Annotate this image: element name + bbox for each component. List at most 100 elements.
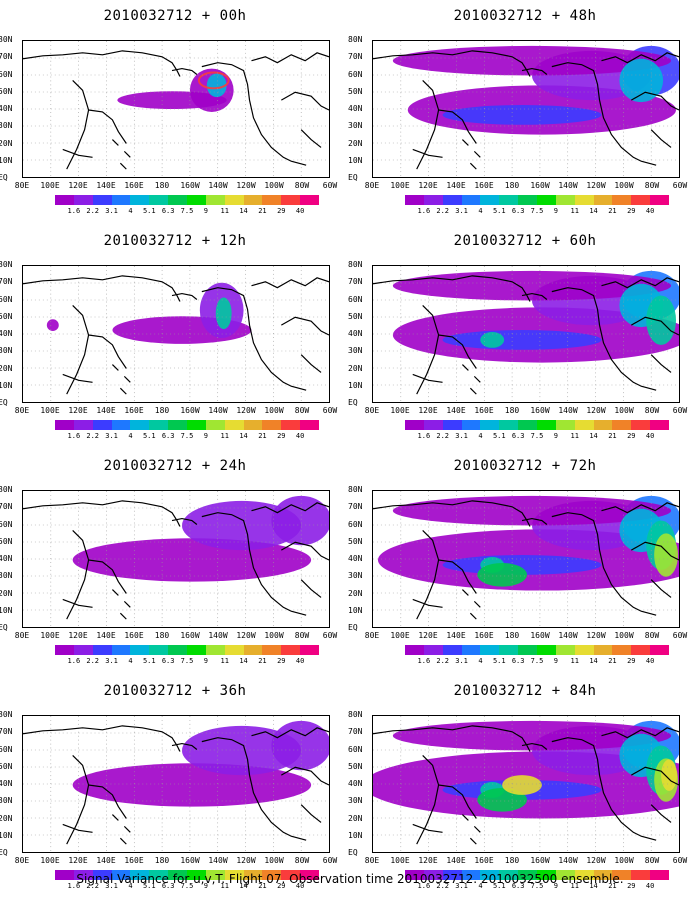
color-bar-label: 9 [203, 657, 208, 665]
variance-contour [215, 297, 232, 330]
color-bar-label: 40 [295, 882, 305, 890]
coastline [62, 598, 93, 608]
variance-contour [646, 295, 677, 345]
variance-map [22, 265, 330, 403]
longitude-label: 80E [14, 406, 30, 415]
longitude-label: 120W [236, 181, 256, 190]
latitude-label: 50N [348, 536, 363, 546]
coastline [281, 316, 329, 336]
color-bar-swatch [243, 645, 263, 655]
coastline [88, 559, 127, 594]
color-bar-label: 4 [478, 657, 483, 665]
color-bar-label: 1.6 [417, 882, 431, 890]
color-bar-swatch [205, 195, 225, 205]
coastline [416, 80, 440, 170]
color-bar-swatch [187, 420, 206, 430]
color-bar-label: 9 [553, 432, 558, 440]
coastline [412, 598, 443, 608]
color-bar-swatch [612, 420, 632, 430]
coastline [201, 737, 307, 841]
latitude-label: 50N [348, 311, 363, 321]
color-bar-swatch [650, 645, 670, 655]
color-bar-swatch [442, 420, 462, 430]
coastline [373, 275, 531, 302]
color-bar-label: 29 [627, 882, 636, 890]
color-bar-labels: 1.6 2.2 3.1 4 5.1 6.3 7.5 9 11 14 21 29 40 [405, 657, 669, 665]
color-bar-label: 11 [570, 657, 579, 665]
latitude-label: 70N [0, 52, 13, 62]
color-bar-label: 1.6 [67, 207, 81, 215]
color-bar-swatch [243, 420, 263, 430]
longitude-label: 180 [154, 406, 170, 415]
panel-title: 2010032712 + 72h [453, 458, 597, 474]
longitude-label: 60W [322, 631, 338, 640]
longitude-label: 80E [14, 181, 30, 190]
color-bar-swatch [149, 645, 169, 655]
longitude-label: 80W [644, 631, 660, 640]
color-bar-swatch [461, 645, 481, 655]
longitude-label: 160E [124, 181, 144, 190]
color-bar-swatch [650, 195, 670, 205]
coastline [281, 91, 329, 111]
color-bar-label: 14 [239, 207, 248, 215]
coastline [412, 823, 443, 833]
coastline [631, 316, 679, 336]
longitude-label: 120E [418, 181, 438, 190]
color-bar-swatch [612, 195, 632, 205]
color-bar-swatch [55, 870, 74, 880]
color-bar-label: 29 [627, 432, 636, 440]
longitude-axis: 80E 100E 120E 140E 160E 180 160W 140W 120W 100W 80… [350, 406, 700, 416]
color-bar-swatch [262, 870, 282, 880]
latitude-label: 80N [348, 260, 363, 269]
color-bar-label: 3.1 [105, 882, 118, 890]
color-bar-label: 7.5 [530, 657, 544, 665]
longitude-label: 100W [614, 631, 634, 640]
coastline [631, 766, 679, 786]
longitude-label: 80E [364, 631, 380, 640]
color-bar-swatch [92, 195, 112, 205]
color-bar-label: 9 [203, 882, 208, 890]
coastline [461, 589, 481, 620]
color-bar-swatch [442, 645, 462, 655]
color-bar-swatch [168, 195, 188, 205]
latitude-label: 60N [0, 294, 13, 304]
color-bar-swatch [130, 420, 150, 430]
color-bar-label: 40 [645, 882, 655, 890]
coastline [62, 373, 93, 383]
color-bar-labels: 1.6 2.2 3.1 4 5.1 6.3 7.5 9 11 14 21 29 40 [405, 207, 669, 215]
panel-title: 2010032712 + 36h [103, 683, 247, 699]
coastline [461, 364, 481, 395]
color-bar-label: 2.2 [86, 207, 100, 215]
variance-contour [442, 105, 602, 125]
map-canvas [373, 491, 679, 627]
longitude-label: 180 [154, 181, 170, 190]
color-bar-swatch [631, 195, 651, 205]
latitude-label: 10N [348, 830, 363, 840]
color-bar-label: 3.1 [455, 207, 468, 215]
color-bar-label: 21 [608, 207, 617, 215]
color-bar-swatch [650, 870, 670, 880]
variance-map [22, 715, 330, 853]
coastline [412, 148, 443, 158]
longitude-label: 120W [586, 856, 606, 865]
latitude-label: 60N [0, 519, 13, 529]
color-bar-swatch [518, 870, 538, 880]
color-bar-label: 5.1 [492, 882, 506, 890]
figure-caption: Signal Variance for u,v,T. Flight 07. Ob… [76, 872, 624, 886]
variance-map [372, 265, 680, 403]
longitude-label: 80W [294, 631, 310, 640]
color-bar-swatch [555, 870, 575, 880]
color-bar-swatch [73, 195, 93, 205]
color-bar-label: 40 [295, 207, 305, 215]
color-bar-swatch [631, 870, 651, 880]
latitude-label: 30N [348, 121, 363, 131]
longitude-label: 160E [474, 631, 494, 640]
color-bar-label: 4 [128, 882, 133, 890]
longitude-label: 100W [614, 856, 634, 865]
longitude-label: 140E [96, 406, 116, 415]
latitude-label: 30N [0, 571, 13, 581]
color-bar-label: 3.1 [455, 882, 468, 890]
color-bar-swatch [555, 645, 575, 655]
coastline [111, 814, 131, 845]
longitude-label: 120W [236, 856, 256, 865]
